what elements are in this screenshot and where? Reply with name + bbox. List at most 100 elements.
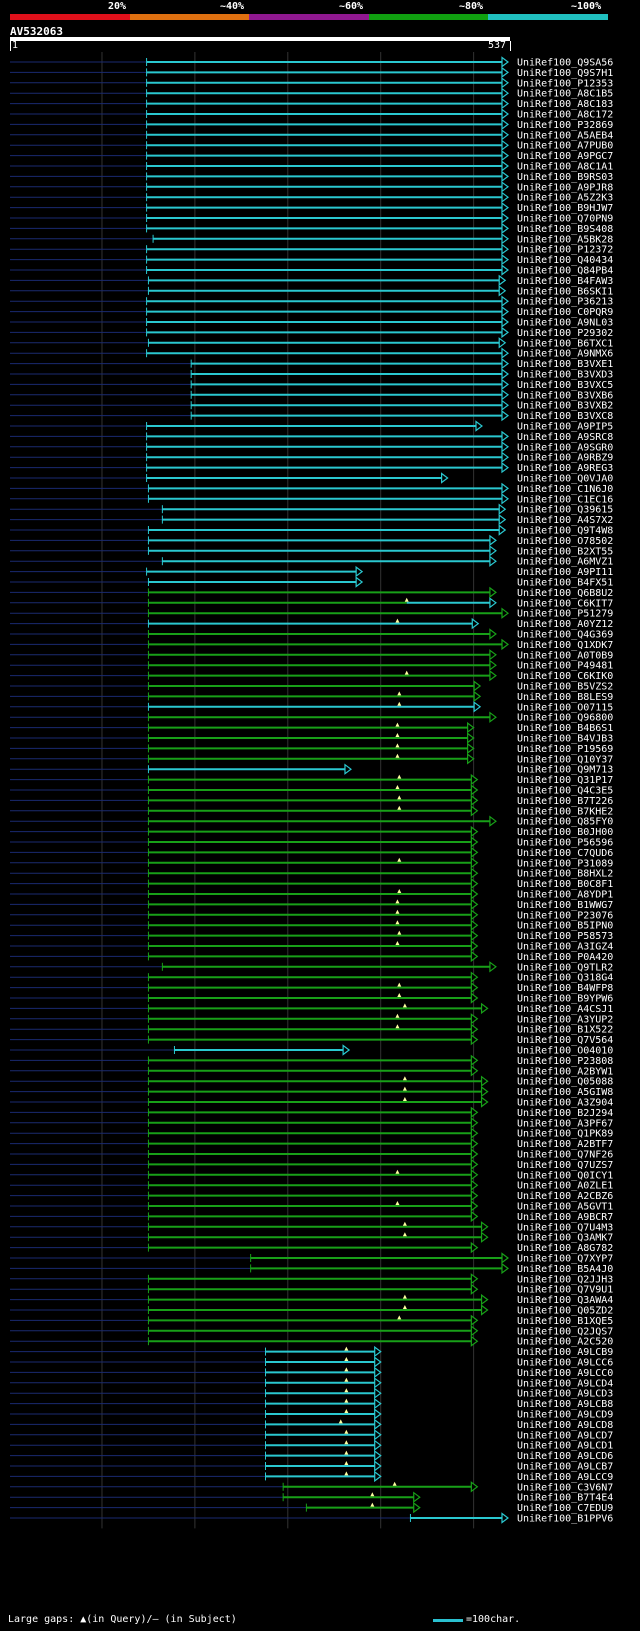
hit-row[interactable]: UniRef100_A8G782 [10, 1241, 613, 1254]
hit-label[interactable]: UniRef100_A3Z904 [517, 1098, 613, 1109]
hit-row[interactable]: UniRef100_B8LES9 [10, 690, 613, 703]
hit-row[interactable]: UniRef100_A2CBZ6 [10, 1189, 613, 1202]
hit-label[interactable]: UniRef100_C0PQR9 [517, 307, 613, 318]
hit-label[interactable]: UniRef100_C1N6J0 [517, 484, 613, 495]
hit-row[interactable]: UniRef100_Q7NF26 [10, 1148, 613, 1161]
hit-row[interactable]: UniRef100_B9YPW6 [10, 992, 613, 1005]
hit-row[interactable]: UniRef100_A9LCC9 [10, 1470, 613, 1483]
hit-label[interactable]: UniRef100_C3V6N7 [517, 1482, 613, 1493]
hit-row[interactable]: UniRef100_Q4C3E5 [10, 784, 613, 797]
hit-label[interactable]: UniRef100_A9PGC7 [517, 151, 613, 162]
hit-label[interactable]: UniRef100_B4WFP8 [517, 983, 613, 994]
hit-row[interactable]: UniRef100_A9LCD4 [10, 1377, 613, 1390]
hit-label[interactable]: UniRef100_Q1XDK7 [517, 640, 613, 651]
hit-row[interactable]: UniRef100_B4VJB3 [10, 732, 613, 745]
hit-label[interactable]: UniRef100_Q85FY0 [517, 817, 613, 828]
hit-label[interactable]: UniRef100_B9YPW6 [517, 994, 613, 1005]
hit-label[interactable]: UniRef100_A9LCB9 [517, 1347, 613, 1358]
hit-label[interactable]: UniRef100_A9PIP5 [517, 422, 613, 433]
hit-row[interactable]: UniRef100_A9LCD1 [10, 1439, 613, 1452]
hit-row[interactable]: UniRef100_B3VXB2 [10, 399, 613, 412]
hit-row[interactable]: UniRef100_B2J294 [10, 1106, 613, 1119]
hit-label[interactable]: UniRef100_A9LCD4 [517, 1378, 613, 1389]
hit-row[interactable]: UniRef100_B9RS03 [10, 170, 613, 183]
hit-label[interactable]: UniRef100_O78502 [517, 536, 613, 547]
hit-row[interactable]: UniRef100_A5Z2K3 [10, 191, 613, 204]
hit-row[interactable]: UniRef100_A3IGZ4 [10, 940, 613, 953]
hit-label[interactable]: UniRef100_B2XT55 [517, 546, 613, 557]
hit-row[interactable]: UniRef100_B4B6S1 [10, 721, 613, 735]
hit-label[interactable]: UniRef100_Q9TLR2 [517, 962, 613, 973]
hit-label[interactable]: UniRef100_Q9M713 [517, 765, 613, 776]
hit-row[interactable]: UniRef100_B4WFP8 [10, 981, 613, 995]
hit-label[interactable]: UniRef100_O07115 [517, 702, 613, 713]
hit-label[interactable]: UniRef100_B0C8F1 [517, 879, 613, 890]
hit-row[interactable]: UniRef100_Q7V9U1 [10, 1283, 613, 1296]
hit-row[interactable]: UniRef100_A4S7X2 [10, 513, 613, 526]
hit-label[interactable]: UniRef100_Q318G4 [517, 973, 613, 984]
hit-label[interactable]: UniRef100_A5BK28 [517, 234, 613, 245]
hit-row[interactable]: UniRef100_B3VXB6 [10, 389, 613, 401]
hit-label[interactable]: UniRef100_A2BTF7 [517, 1139, 613, 1150]
hit-row[interactable]: UniRef100_Q3AWA4 [10, 1293, 613, 1307]
hit-row[interactable]: UniRef100_B6TXC1 [10, 337, 613, 349]
hit-label[interactable]: UniRef100_Q2JQS7 [517, 1326, 613, 1337]
hit-label[interactable]: UniRef100_P12353 [517, 78, 613, 89]
hit-row[interactable]: UniRef100_P36213 [10, 295, 613, 308]
hit-row[interactable]: UniRef100_Q05088 [10, 1075, 613, 1088]
hit-row[interactable]: UniRef100_A9REG3 [10, 461, 613, 474]
hit-row[interactable]: UniRef100_P49481 [10, 659, 613, 672]
hit-label[interactable]: UniRef100_A9LCC6 [517, 1358, 613, 1369]
hit-label[interactable]: UniRef100_B4B6S1 [517, 723, 613, 734]
hit-row[interactable]: UniRef100_O07115 [10, 701, 613, 714]
hit-row[interactable]: UniRef100_Q7XYP7 [10, 1252, 613, 1265]
hit-label[interactable]: UniRef100_Q0ICY1 [517, 1170, 613, 1181]
hit-label[interactable]: UniRef100_P36213 [517, 297, 613, 308]
hit-row[interactable]: UniRef100_Q318G4 [10, 971, 613, 984]
hit-label[interactable]: UniRef100_A8C1A1 [517, 162, 613, 173]
hit-row[interactable]: UniRef100_C6KIK0 [10, 669, 613, 683]
hit-row[interactable]: UniRef100_B3VXC5 [10, 378, 613, 391]
hit-label[interactable]: UniRef100_Q9SA56 [517, 58, 613, 69]
hit-label[interactable]: UniRef100_A9PJR8 [517, 182, 613, 193]
hit-label[interactable]: UniRef100_P58573 [517, 931, 613, 942]
hit-row[interactable]: UniRef100_Q9M713 [10, 763, 613, 776]
hit-label[interactable]: UniRef100_B5A4J0 [517, 1264, 613, 1275]
hit-row[interactable]: UniRef100_B3VXE1 [10, 357, 613, 370]
hit-row[interactable]: UniRef100_B4FX51 [10, 576, 613, 589]
hit-row[interactable]: UniRef100_B3VXD3 [10, 368, 613, 381]
hit-label[interactable]: UniRef100_Q70PN9 [517, 214, 613, 225]
hit-label[interactable]: UniRef100_B9RS03 [517, 172, 613, 183]
hit-row[interactable]: UniRef100_A8C1B5 [10, 87, 613, 100]
hit-row[interactable]: UniRef100_P0A420 [10, 950, 613, 963]
hit-label[interactable]: UniRef100_Q7V564 [517, 1035, 613, 1046]
hit-row[interactable]: UniRef100_A6MVZ1 [10, 555, 613, 568]
hit-label[interactable]: UniRef100_A9LCD6 [517, 1451, 613, 1462]
hit-row[interactable]: UniRef100_Q05ZD2 [10, 1304, 613, 1317]
hit-row[interactable]: UniRef100_P51279 [10, 607, 613, 620]
hit-row[interactable]: UniRef100_B7T4E4 [10, 1491, 613, 1504]
hit-label[interactable]: UniRef100_P23076 [517, 910, 613, 921]
hit-label[interactable]: UniRef100_A9BCR7 [517, 1212, 613, 1223]
hit-row[interactable]: UniRef100_O04010 [10, 1044, 613, 1057]
hit-label[interactable]: UniRef100_A3YUP2 [517, 1014, 613, 1025]
hit-label[interactable]: UniRef100_A3PF67 [517, 1118, 613, 1129]
hit-row[interactable]: UniRef100_A3PF67 [10, 1117, 613, 1129]
hit-row[interactable]: UniRef100_A7PUB0 [10, 139, 613, 152]
hit-label[interactable]: UniRef100_B4VJB3 [517, 734, 613, 745]
hit-label[interactable]: UniRef100_Q9S7H1 [517, 68, 613, 79]
hit-label[interactable]: UniRef100_A9SGR0 [517, 442, 613, 453]
hit-row[interactable]: UniRef100_P12353 [10, 77, 613, 89]
hit-row[interactable]: UniRef100_A5AEB4 [10, 129, 613, 141]
hit-label[interactable]: UniRef100_Q31P17 [517, 775, 613, 786]
hit-row[interactable]: UniRef100_B6SKI1 [10, 285, 613, 297]
hit-label[interactable]: UniRef100_A8C183 [517, 99, 613, 110]
hit-row[interactable]: UniRef100_B8HXL2 [10, 867, 613, 880]
hit-label[interactable]: UniRef100_A9REG3 [517, 463, 613, 474]
hit-row[interactable]: UniRef100_A3Z904 [10, 1096, 613, 1109]
hit-row[interactable]: UniRef100_Q70PN9 [10, 212, 613, 225]
hit-label[interactable]: UniRef100_A2BYW1 [517, 1066, 613, 1077]
hit-row[interactable]: UniRef100_P19569 [10, 742, 613, 755]
hit-row[interactable]: UniRef100_C1EC16 [10, 493, 613, 505]
hit-row[interactable]: UniRef100_A9PGC7 [10, 149, 613, 162]
